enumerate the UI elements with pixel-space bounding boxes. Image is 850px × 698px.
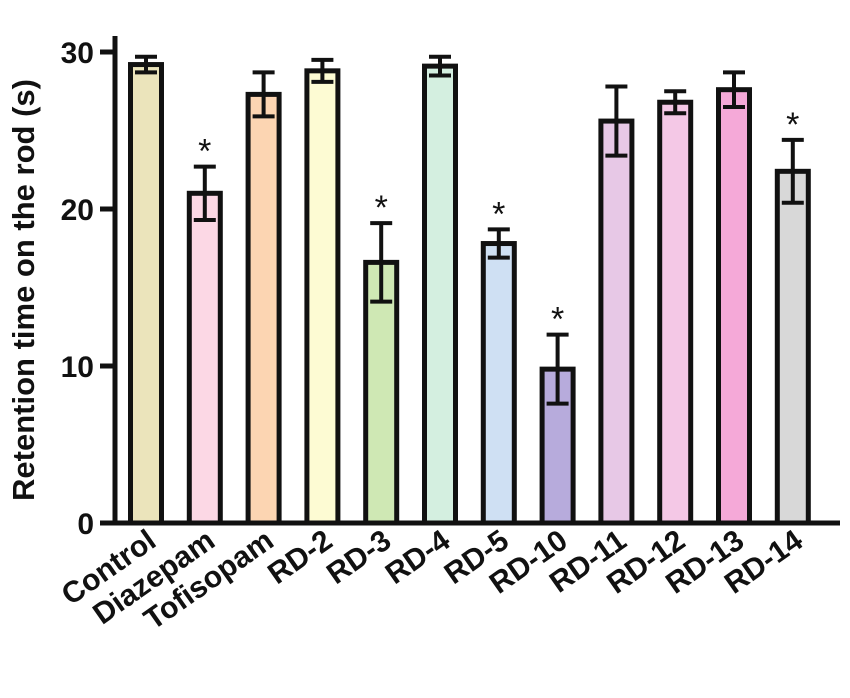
bar: [422, 63, 458, 526]
error-bar: [546, 332, 569, 406]
bar: [128, 62, 164, 526]
error-bars: [135, 54, 804, 406]
category-label: RD-2: [262, 524, 338, 591]
bar: [716, 87, 752, 526]
error-bar: [664, 89, 687, 116]
bar: [363, 259, 400, 526]
error-bar: [193, 164, 216, 222]
y-axis-ticks: 0 10 20 30: [61, 37, 115, 541]
category-label: RD-4: [380, 524, 457, 591]
bar: [245, 91, 282, 526]
error-bar: [135, 54, 157, 75]
bar: [304, 68, 341, 526]
error-bar: [429, 54, 451, 78]
y-tick-label: 10: [61, 351, 94, 384]
y-tick-label: 20: [61, 194, 94, 227]
error-bar: [370, 221, 393, 304]
significance-markers: * * * * *: [198, 106, 799, 339]
significance-asterisk: *: [786, 106, 799, 144]
bar: [774, 168, 811, 526]
error-bar: [605, 84, 628, 158]
y-tick-label: 0: [77, 508, 94, 541]
significance-asterisk: *: [375, 189, 388, 227]
significance-asterisk: *: [492, 195, 505, 233]
significance-asterisk: *: [551, 301, 564, 339]
y-tick-label: 30: [61, 37, 94, 70]
error-bar: [781, 137, 804, 205]
error-bar: [311, 57, 334, 84]
bar: [598, 118, 635, 526]
bars: [128, 62, 811, 526]
y-axis-title: Retention time on the rod (s): [6, 79, 41, 501]
category-label: RD-3: [321, 524, 397, 591]
category-labels: ControlDiazepamTofisopamRD-2RD-3RD-4RD-5…: [56, 524, 809, 637]
bar: [186, 190, 223, 526]
error-bar: [252, 70, 275, 119]
error-bar: [723, 70, 745, 109]
bar: [480, 241, 517, 526]
error-bar: [487, 227, 510, 260]
bar: [657, 99, 694, 526]
significance-asterisk: *: [198, 133, 211, 171]
